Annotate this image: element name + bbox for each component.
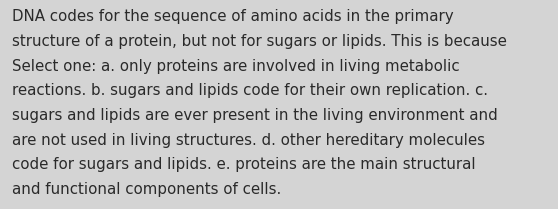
Text: structure of a protein, but not for sugars or lipids. This is because: structure of a protein, but not for suga… <box>12 34 507 49</box>
Text: and functional components of cells.: and functional components of cells. <box>12 182 282 197</box>
Text: reactions. b. sugars and lipids code for their own replication. c.: reactions. b. sugars and lipids code for… <box>12 83 488 98</box>
Text: are not used in living structures. d. other hereditary molecules: are not used in living structures. d. ot… <box>12 133 485 148</box>
Text: sugars and lipids are ever present in the living environment and: sugars and lipids are ever present in th… <box>12 108 498 123</box>
Text: Select one: a. only proteins are involved in living metabolic: Select one: a. only proteins are involve… <box>12 59 460 74</box>
Text: code for sugars and lipids. e. proteins are the main structural: code for sugars and lipids. e. proteins … <box>12 157 476 172</box>
Text: DNA codes for the sequence of amino acids in the primary: DNA codes for the sequence of amino acid… <box>12 9 454 24</box>
